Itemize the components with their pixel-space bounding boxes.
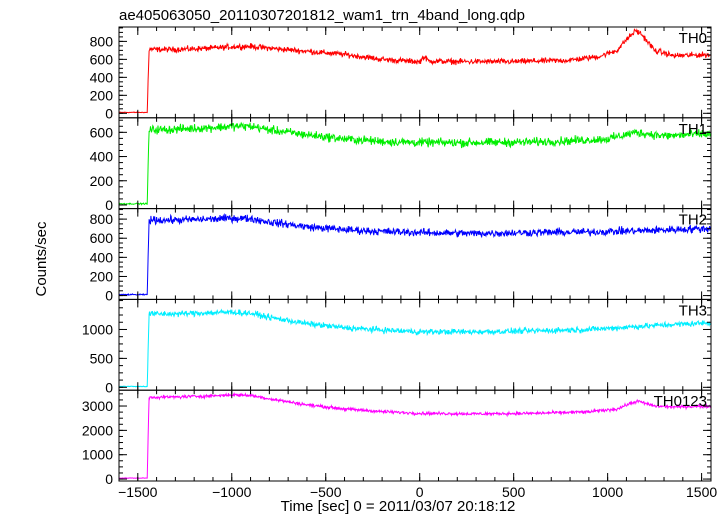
y-tick-label: 0 <box>105 379 113 395</box>
y-tick-label: 200 <box>90 268 114 284</box>
y-tick-label: 800 <box>90 33 114 49</box>
y-tick-label: 200 <box>90 87 114 103</box>
panel-frame <box>118 26 712 119</box>
legend-entry-th0: TH0 <box>679 30 707 47</box>
panels: 0 200 400 600 800 TH0 0 200 400 600 TH1 0 200 400 600 8… <box>82 26 717 500</box>
series-line-th2 <box>119 212 711 297</box>
panel-frame <box>118 117 712 210</box>
x-tick-label: 500 <box>502 484 526 500</box>
y-tick-label: 2000 <box>82 422 113 438</box>
y-tick-label: 0 <box>105 471 113 487</box>
y-tick-label: 1000 <box>82 321 113 337</box>
y-tick-label: 1000 <box>82 447 113 463</box>
series-line-th1 <box>119 121 711 206</box>
y-tick-label: 400 <box>90 149 114 165</box>
y-tick-label: 200 <box>90 173 114 189</box>
y-tick-label: 600 <box>90 51 114 67</box>
panel-th0: 0 200 400 600 800 TH0 <box>90 26 712 121</box>
series-line-th0 <box>119 28 711 114</box>
y-tick-label: 400 <box>90 249 114 265</box>
y-tick-label: 0 <box>105 288 113 304</box>
y-tick-label: 3000 <box>82 398 113 414</box>
chart-title: ae405063050_20110307201812_wam1_trn_4ban… <box>119 7 525 24</box>
series-line-th0123 <box>119 391 711 479</box>
x-tick-label: 0 <box>416 484 424 500</box>
y-axis-label: Counts/sec <box>33 221 50 297</box>
panel-th0123: 0 1000 2000 3000 TH0123 <box>82 389 712 487</box>
panel-th1: 0 200 400 600 TH1 <box>90 117 712 213</box>
y-tick-label: 0 <box>105 197 113 213</box>
y-tick-label: 400 <box>90 69 114 85</box>
panel-frame <box>118 208 712 300</box>
x-tick-label: −1000 <box>212 484 252 500</box>
y-tick-label: 800 <box>90 211 114 227</box>
series-line-th3 <box>119 308 711 388</box>
y-tick-label: 600 <box>90 124 114 140</box>
legend-entry-th2: TH2 <box>679 212 707 229</box>
x-tick-label: 1000 <box>592 484 623 500</box>
y-tick-label: 0 <box>105 105 113 121</box>
legend-entry-th0123: TH0123 <box>654 393 707 410</box>
x-tick-label: −500 <box>310 484 342 500</box>
y-tick-label: 500 <box>90 350 114 366</box>
panel-th3: 0 500 1000 TH3 <box>82 298 712 395</box>
legend-entry-th3: TH3 <box>679 302 707 319</box>
y-tick-label: 600 <box>90 230 114 246</box>
x-tick-label: 1500 <box>686 484 717 500</box>
panel-th2: 0 200 400 600 800 TH2 <box>90 208 712 304</box>
x-axis-label: Time [sec] 0 = 2011/03/07 20:18:12 <box>281 498 516 515</box>
panel-frame <box>118 389 712 482</box>
x-tick-label: −1500 <box>118 484 158 500</box>
legend-entry-th1: TH1 <box>679 121 707 138</box>
